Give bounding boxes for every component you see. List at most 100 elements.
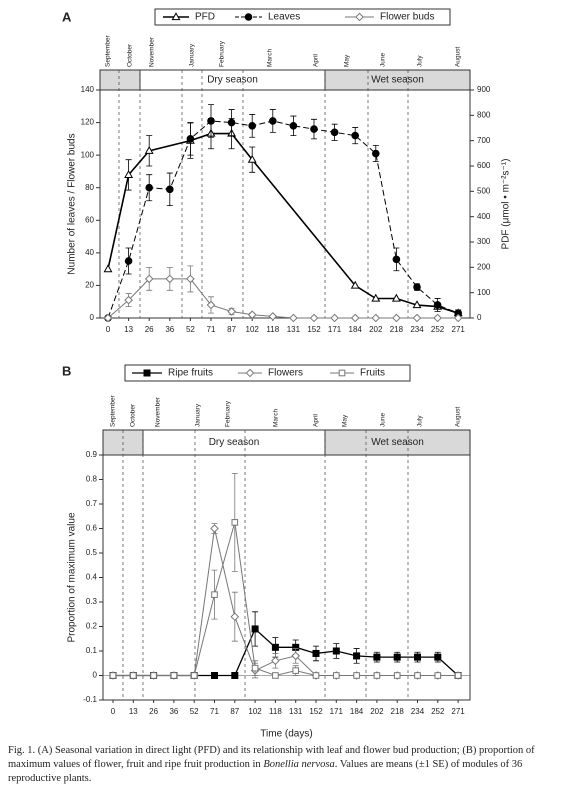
point bbox=[227, 118, 236, 127]
point bbox=[103, 313, 113, 323]
season-label: Wet season bbox=[371, 437, 424, 448]
x-tick-label: 36 bbox=[165, 325, 174, 334]
month-label: February bbox=[225, 400, 232, 427]
plot-frame bbox=[102, 454, 471, 701]
x-tick-label: 52 bbox=[186, 325, 195, 334]
legend-marker bbox=[171, 12, 181, 21]
series-line bbox=[113, 528, 459, 676]
season-label: Wet season bbox=[371, 75, 424, 86]
y-tick-label: 0.7 bbox=[86, 499, 98, 508]
x-tick-label: 184 bbox=[349, 325, 363, 334]
point bbox=[371, 313, 381, 323]
x-tick-label: 271 bbox=[452, 325, 466, 334]
point bbox=[271, 656, 280, 666]
point bbox=[309, 313, 319, 323]
month-label: November bbox=[155, 396, 162, 427]
y-tick-label: 0 bbox=[90, 313, 95, 322]
legend-label: Ripe fruits bbox=[168, 368, 213, 379]
point bbox=[393, 653, 401, 661]
point bbox=[312, 649, 320, 657]
point bbox=[392, 313, 401, 323]
point bbox=[248, 122, 256, 130]
point bbox=[251, 625, 259, 633]
x-tick-label: 152 bbox=[309, 707, 323, 716]
legend-box bbox=[124, 364, 411, 382]
x-tick-label: 118 bbox=[269, 707, 282, 716]
series-line bbox=[107, 278, 459, 319]
point bbox=[186, 274, 195, 284]
point bbox=[124, 170, 134, 178]
x-tick-label: 171 bbox=[330, 707, 344, 716]
point bbox=[230, 612, 240, 622]
x-tick-label: 52 bbox=[190, 707, 199, 716]
month-label: June bbox=[380, 413, 387, 427]
point bbox=[251, 664, 259, 672]
point bbox=[210, 524, 219, 533]
point bbox=[289, 313, 298, 323]
point bbox=[231, 672, 239, 679]
point bbox=[247, 154, 257, 163]
point bbox=[351, 131, 360, 140]
month-label: September bbox=[105, 34, 112, 67]
caption: Fig. 1. (A) Seasonal variation in direct… bbox=[8, 744, 572, 786]
season-band bbox=[99, 69, 141, 91]
x-tick-label: 26 bbox=[145, 325, 154, 334]
y-tick-label: 0.8 bbox=[86, 475, 98, 484]
x-tick-label: 13 bbox=[129, 707, 138, 716]
y2-tick-label: 100 bbox=[477, 288, 491, 297]
plot-frame bbox=[99, 89, 471, 319]
point bbox=[312, 672, 320, 679]
point bbox=[231, 519, 239, 526]
x-tick-label: 131 bbox=[289, 707, 303, 716]
x-tick-label: 87 bbox=[230, 707, 239, 716]
point bbox=[165, 274, 175, 284]
month-label: June bbox=[380, 53, 387, 67]
point bbox=[227, 307, 236, 316]
x-tick-label: 252 bbox=[431, 707, 445, 716]
y-tick-label: 0.1 bbox=[86, 646, 98, 655]
point bbox=[130, 672, 137, 679]
point bbox=[353, 652, 361, 660]
point bbox=[371, 293, 381, 302]
point bbox=[412, 300, 422, 309]
x-tick-label: 0 bbox=[111, 707, 116, 716]
point bbox=[289, 122, 298, 130]
point bbox=[332, 647, 340, 655]
month-label: March bbox=[273, 409, 280, 427]
y2-tick-label: 300 bbox=[477, 237, 491, 246]
x-tick-label: 218 bbox=[390, 325, 404, 334]
season-band bbox=[142, 429, 326, 456]
series-line bbox=[113, 522, 459, 677]
x-tick-label: 202 bbox=[369, 325, 383, 334]
point bbox=[271, 643, 279, 651]
point bbox=[391, 293, 401, 302]
y2-axis-title: PDF (μmol • m⁻²s⁻¹) bbox=[501, 159, 512, 250]
x-tick-label: 71 bbox=[207, 325, 216, 334]
point bbox=[150, 672, 157, 679]
legend-box bbox=[154, 8, 451, 26]
point bbox=[310, 125, 318, 133]
point bbox=[330, 313, 339, 323]
month-label: January bbox=[189, 43, 196, 67]
y-axis-title: Number of leaves / Flower buds bbox=[67, 133, 78, 274]
y-tick-label: 60 bbox=[85, 215, 94, 224]
point bbox=[269, 117, 277, 125]
point bbox=[353, 672, 360, 679]
x-tick-label: 36 bbox=[169, 707, 178, 716]
month-label: March bbox=[267, 49, 274, 67]
x-tick-label: 234 bbox=[411, 707, 425, 716]
y-tick-label: 0.6 bbox=[86, 524, 98, 533]
y-tick-label: 140 bbox=[81, 85, 95, 94]
y-tick-label: 40 bbox=[85, 248, 94, 257]
series-line bbox=[107, 120, 459, 319]
point bbox=[144, 145, 154, 154]
season-label: Dry season bbox=[209, 437, 260, 448]
point bbox=[434, 672, 442, 679]
y2-tick-label: 600 bbox=[477, 161, 491, 170]
month-label: November bbox=[149, 36, 156, 67]
x-tick-label: 71 bbox=[210, 707, 219, 716]
point bbox=[454, 672, 462, 679]
y-tick-label: 0.3 bbox=[86, 597, 98, 606]
month-label: July bbox=[417, 415, 424, 427]
